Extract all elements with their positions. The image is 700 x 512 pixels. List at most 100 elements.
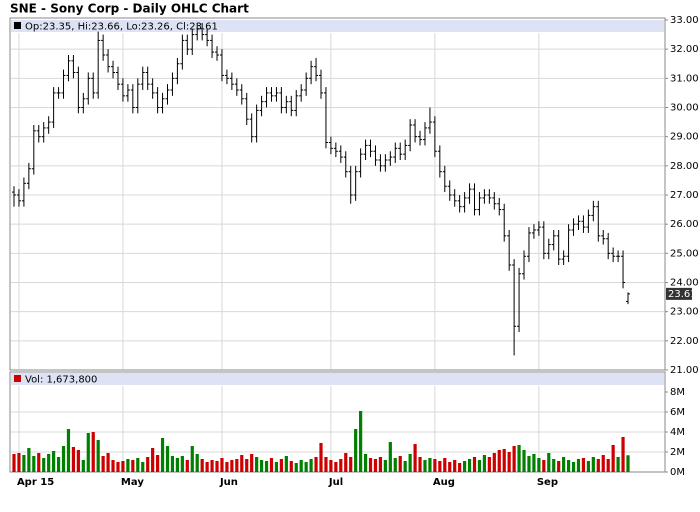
- volume-bar: [418, 457, 422, 472]
- volume-bar: [52, 451, 56, 472]
- volume-bar: [314, 457, 318, 472]
- volume-bar: [12, 454, 16, 472]
- volume-bar: [195, 454, 199, 472]
- volume-bar: [17, 453, 21, 472]
- volume-bar: [22, 455, 26, 472]
- volume-bar: [552, 459, 556, 472]
- volume-bar: [591, 457, 595, 472]
- volume-bar: [324, 457, 328, 472]
- volume-bar: [398, 456, 402, 472]
- volume-bar: [566, 460, 571, 472]
- volume-bar: [126, 459, 130, 472]
- volume-bar: [467, 459, 472, 472]
- volume-bar: [205, 462, 209, 472]
- volume-bar: [363, 454, 368, 472]
- volume-header: [11, 373, 664, 385]
- volume-bar: [111, 460, 115, 472]
- volume-bar: [141, 462, 145, 472]
- y-tick-label: 30.00: [670, 103, 699, 114]
- volume-bar: [611, 445, 615, 472]
- volume-bar: [32, 456, 36, 472]
- x-tick-label: May: [121, 477, 144, 488]
- volume-bar: [190, 446, 194, 472]
- volume-bar: [576, 459, 581, 472]
- volume-bar: [378, 457, 383, 472]
- volume-bar: [438, 461, 442, 472]
- volume-bar: [185, 460, 189, 472]
- volume-bar: [601, 455, 605, 472]
- y-tick-label: 22.00: [670, 336, 699, 347]
- volume-bar: [289, 461, 293, 472]
- volume-tick-label: 4M: [670, 427, 685, 438]
- volume-bar: [562, 457, 566, 472]
- volume-bar: [200, 459, 204, 472]
- volume-bar: [334, 462, 338, 472]
- volume-bar: [482, 455, 487, 472]
- volume-bar: [279, 459, 283, 472]
- volume-bar: [502, 449, 506, 472]
- volume-bar: [47, 454, 51, 472]
- volume-bar: [423, 460, 427, 472]
- volume-bar: [131, 460, 135, 472]
- chart-title: SNE - Sony Corp - Daily OHLC Chart: [10, 2, 249, 16]
- grid: [11, 33, 664, 471]
- volume-bar: [428, 458, 432, 472]
- volume-bar: [448, 462, 452, 472]
- volume-tick-label: 2M: [670, 447, 685, 458]
- volume-bar: [413, 444, 417, 472]
- last-price-label: 23.61: [668, 289, 697, 300]
- volume-bar: [235, 459, 239, 472]
- volume-bar: [264, 461, 269, 472]
- volume-bar: [76, 450, 80, 472]
- volume-bar: [91, 432, 95, 472]
- volume-panel: [9, 371, 666, 473]
- volume-bar: [443, 458, 447, 472]
- marks: [12, 22, 630, 472]
- volume-bar: [537, 458, 541, 472]
- volume-bar: [136, 458, 140, 472]
- volume-bar: [121, 461, 125, 472]
- volume-bar: [210, 460, 214, 472]
- volume-bar: [383, 460, 387, 472]
- volume-bar: [497, 450, 501, 472]
- volume-bar: [487, 457, 491, 472]
- volume-bar: [37, 453, 41, 472]
- volume-bar: [259, 460, 264, 472]
- volume-bar: [240, 455, 244, 472]
- volume-bar: [165, 446, 170, 472]
- x-tick-label: Sep: [537, 477, 558, 488]
- volume-bar: [393, 458, 397, 472]
- volume-bar: [215, 461, 219, 472]
- volume-bar: [542, 460, 546, 472]
- volume-bar: [626, 455, 630, 472]
- x-tick-label: Apr 15: [17, 477, 54, 488]
- volume-bar: [284, 456, 288, 472]
- volume-bar: [294, 463, 298, 472]
- y-tick-label: 31.00: [670, 73, 699, 84]
- volume-bar: [606, 459, 610, 472]
- legend-swatch: [14, 22, 21, 29]
- volume-bar: [458, 463, 462, 472]
- volume-bar: [146, 457, 150, 472]
- volume-tick-label: 6M: [670, 407, 685, 418]
- volume-bar: [344, 453, 348, 472]
- y-tick-label: 33.00: [670, 15, 699, 26]
- volume-bar: [621, 437, 625, 472]
- volume-swatch: [14, 375, 21, 382]
- volume-bar: [81, 460, 85, 472]
- y-tick-label: 23.00: [670, 307, 699, 318]
- volume-bar: [354, 429, 358, 472]
- volume-bar: [462, 461, 467, 472]
- volume-bar: [96, 440, 100, 472]
- volume-bar: [170, 456, 175, 472]
- volume-bar: [472, 457, 477, 472]
- price-header: [11, 20, 664, 32]
- volume-bar: [101, 456, 105, 472]
- y-tick-label: 24.00: [670, 278, 699, 289]
- volume-bar: [492, 453, 496, 472]
- volume-bar: [71, 447, 76, 472]
- volume-bar: [309, 459, 313, 472]
- volume-bar: [116, 462, 120, 472]
- volume-bar: [225, 462, 229, 472]
